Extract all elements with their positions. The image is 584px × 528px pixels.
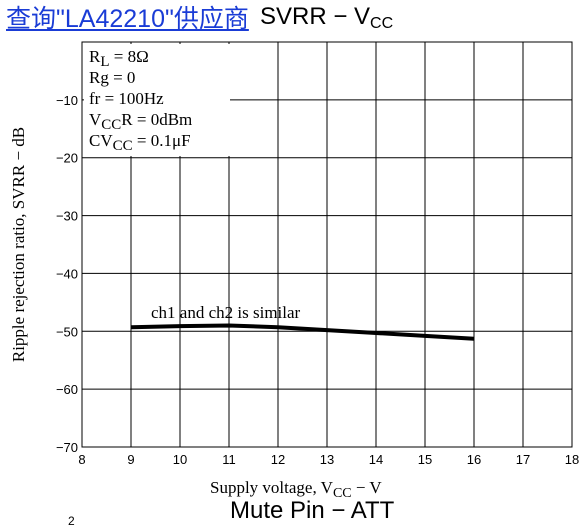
series-line [131, 326, 474, 339]
condition-rest: = 0.1μF [133, 131, 191, 150]
x-tick-label: 12 [271, 452, 285, 467]
x-axis-label: Supply voltage, VCC − V [210, 478, 382, 497]
condition-line: Rg = 0 [89, 68, 135, 87]
y-tick-label: −70 [56, 440, 78, 455]
condition-main: Rg = 0 [89, 68, 135, 87]
condition-sub: CC [113, 138, 133, 154]
svrr-chart: 8 9 10 11 12 13 14 15 16 17 18 −10 −20 −30 −40 −50 −60 −7… [0, 0, 584, 497]
corner-mark: 2 [68, 514, 75, 528]
condition-main: fr = 100Hz [89, 89, 164, 108]
condition-main: CV [89, 131, 113, 150]
next-graph-title: Mute Pin − ATT [230, 497, 394, 525]
y-tick-label: −30 [56, 209, 78, 224]
y-tick-label: −20 [56, 151, 78, 166]
x-tick-label: 9 [127, 452, 134, 467]
condition-main: V [89, 110, 102, 129]
series-annotation: ch1 and ch2 is similar [151, 303, 301, 322]
condition-main: R [89, 47, 101, 66]
series-group [131, 325, 474, 339]
x-tick-label: 17 [516, 452, 530, 467]
y-tick-label: −60 [56, 382, 78, 397]
x-axis-label-main: Supply voltage, V [210, 478, 334, 497]
y-tick-label: −40 [56, 266, 78, 281]
x-tick-label: 11 [222, 452, 236, 467]
x-axis-label-rest: − V [352, 478, 383, 497]
y-tick-label: −10 [56, 93, 78, 108]
condition-rest: = 8Ω [110, 47, 149, 66]
x-tick-label: 16 [467, 452, 481, 467]
x-tick-label: 18 [565, 452, 579, 467]
x-tick-label: 14 [369, 452, 383, 467]
x-tick-label: 15 [418, 452, 432, 467]
x-tick-label: 13 [320, 452, 334, 467]
condition-rest: R = 0dBm [121, 110, 192, 129]
x-axis-label-sub: CC [333, 486, 352, 497]
y-tick-label: −50 [56, 324, 78, 339]
condition-line: fr = 100Hz [89, 89, 164, 108]
y-axis-label: Ripple rejection ratio, SVRR − dB [9, 127, 28, 362]
x-tick-label: 10 [173, 452, 187, 467]
x-tick-label: 8 [78, 452, 85, 467]
